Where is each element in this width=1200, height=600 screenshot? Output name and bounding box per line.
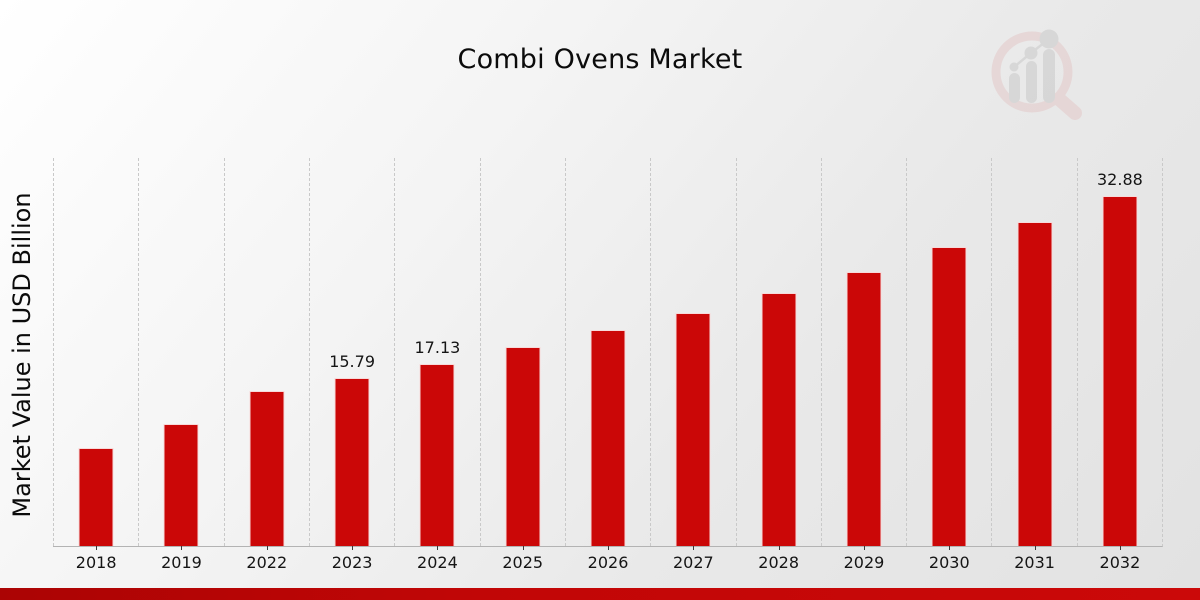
x-axis-label: 2031 — [1014, 553, 1055, 572]
category-column: 2019 — [138, 158, 223, 572]
category-column: 2018 — [53, 158, 138, 572]
bar-2025 — [505, 347, 541, 546]
x-axis-tick — [266, 546, 268, 550]
x-axis-tick — [863, 546, 865, 550]
bar-2022 — [249, 391, 285, 546]
bar-2024 — [419, 364, 455, 546]
category-column: 2031 — [991, 158, 1076, 572]
bar-2031 — [1017, 222, 1053, 546]
category-column: 2029 — [820, 158, 906, 572]
x-axis-tick — [949, 546, 951, 550]
x-axis-tick — [778, 546, 780, 550]
bar-2023 — [334, 378, 370, 546]
bar-2029 — [846, 272, 882, 546]
category-column: 17.13 2024 — [394, 158, 479, 572]
category-column: 2026 — [564, 158, 650, 572]
category-column: 2030 — [906, 158, 991, 572]
x-axis-tick — [1034, 546, 1036, 550]
category-column: 2027 — [650, 158, 735, 572]
x-axis-tick — [608, 546, 610, 550]
x-axis-label: 2023 — [331, 553, 373, 572]
x-axis-label: 2028 — [758, 553, 800, 572]
plot-area: 2018 2019 2022 15.79 2023 17.13 2024 2025 2026 20… — [53, 158, 1163, 572]
bottom-accent-bar — [0, 588, 1200, 600]
x-axis-label: 2026 — [587, 553, 629, 572]
category-column: 2022 — [223, 158, 309, 572]
x-axis-tick — [437, 546, 439, 550]
bar-value-label: 17.13 — [414, 338, 461, 357]
bar-value-label: 15.79 — [329, 352, 375, 371]
category-column: 2028 — [735, 158, 821, 572]
category-column: 2025 — [479, 158, 565, 572]
x-axis-label: 2030 — [928, 553, 970, 572]
bar-2026 — [590, 330, 626, 546]
y-axis-label: Market Value in USD Billion — [8, 192, 36, 518]
x-axis-tick — [693, 546, 695, 550]
x-axis-tick — [522, 546, 524, 550]
category-column: 15.79 2023 — [308, 158, 394, 572]
x-axis-label: 2024 — [417, 553, 458, 572]
magnifier-trend-watermark-icon — [991, 29, 1082, 120]
x-axis-label: 2019 — [161, 553, 202, 572]
x-axis-label: 2032 — [1099, 553, 1141, 572]
x-axis-label: 2025 — [502, 553, 544, 572]
bar-2027 — [675, 313, 711, 546]
bar-2019 — [163, 424, 199, 546]
category-column: 32.88 2032 — [1076, 158, 1162, 572]
x-axis-label: 2029 — [843, 553, 885, 572]
bar-2030 — [931, 247, 967, 546]
x-axis-tick — [1119, 546, 1121, 550]
bar-value-label: 32.88 — [1097, 170, 1143, 189]
x-axis-tick — [181, 546, 183, 550]
bar-2032 — [1102, 196, 1138, 546]
chart-title: Combi Ovens Market — [457, 44, 743, 75]
x-axis-tick — [352, 546, 354, 550]
x-axis-label: 2018 — [75, 553, 117, 572]
bar-2028 — [761, 293, 797, 546]
x-axis-tick — [96, 546, 98, 550]
x-axis-label: 2022 — [246, 553, 288, 572]
x-axis-label: 2027 — [672, 553, 714, 572]
bar-2018 — [78, 448, 114, 546]
